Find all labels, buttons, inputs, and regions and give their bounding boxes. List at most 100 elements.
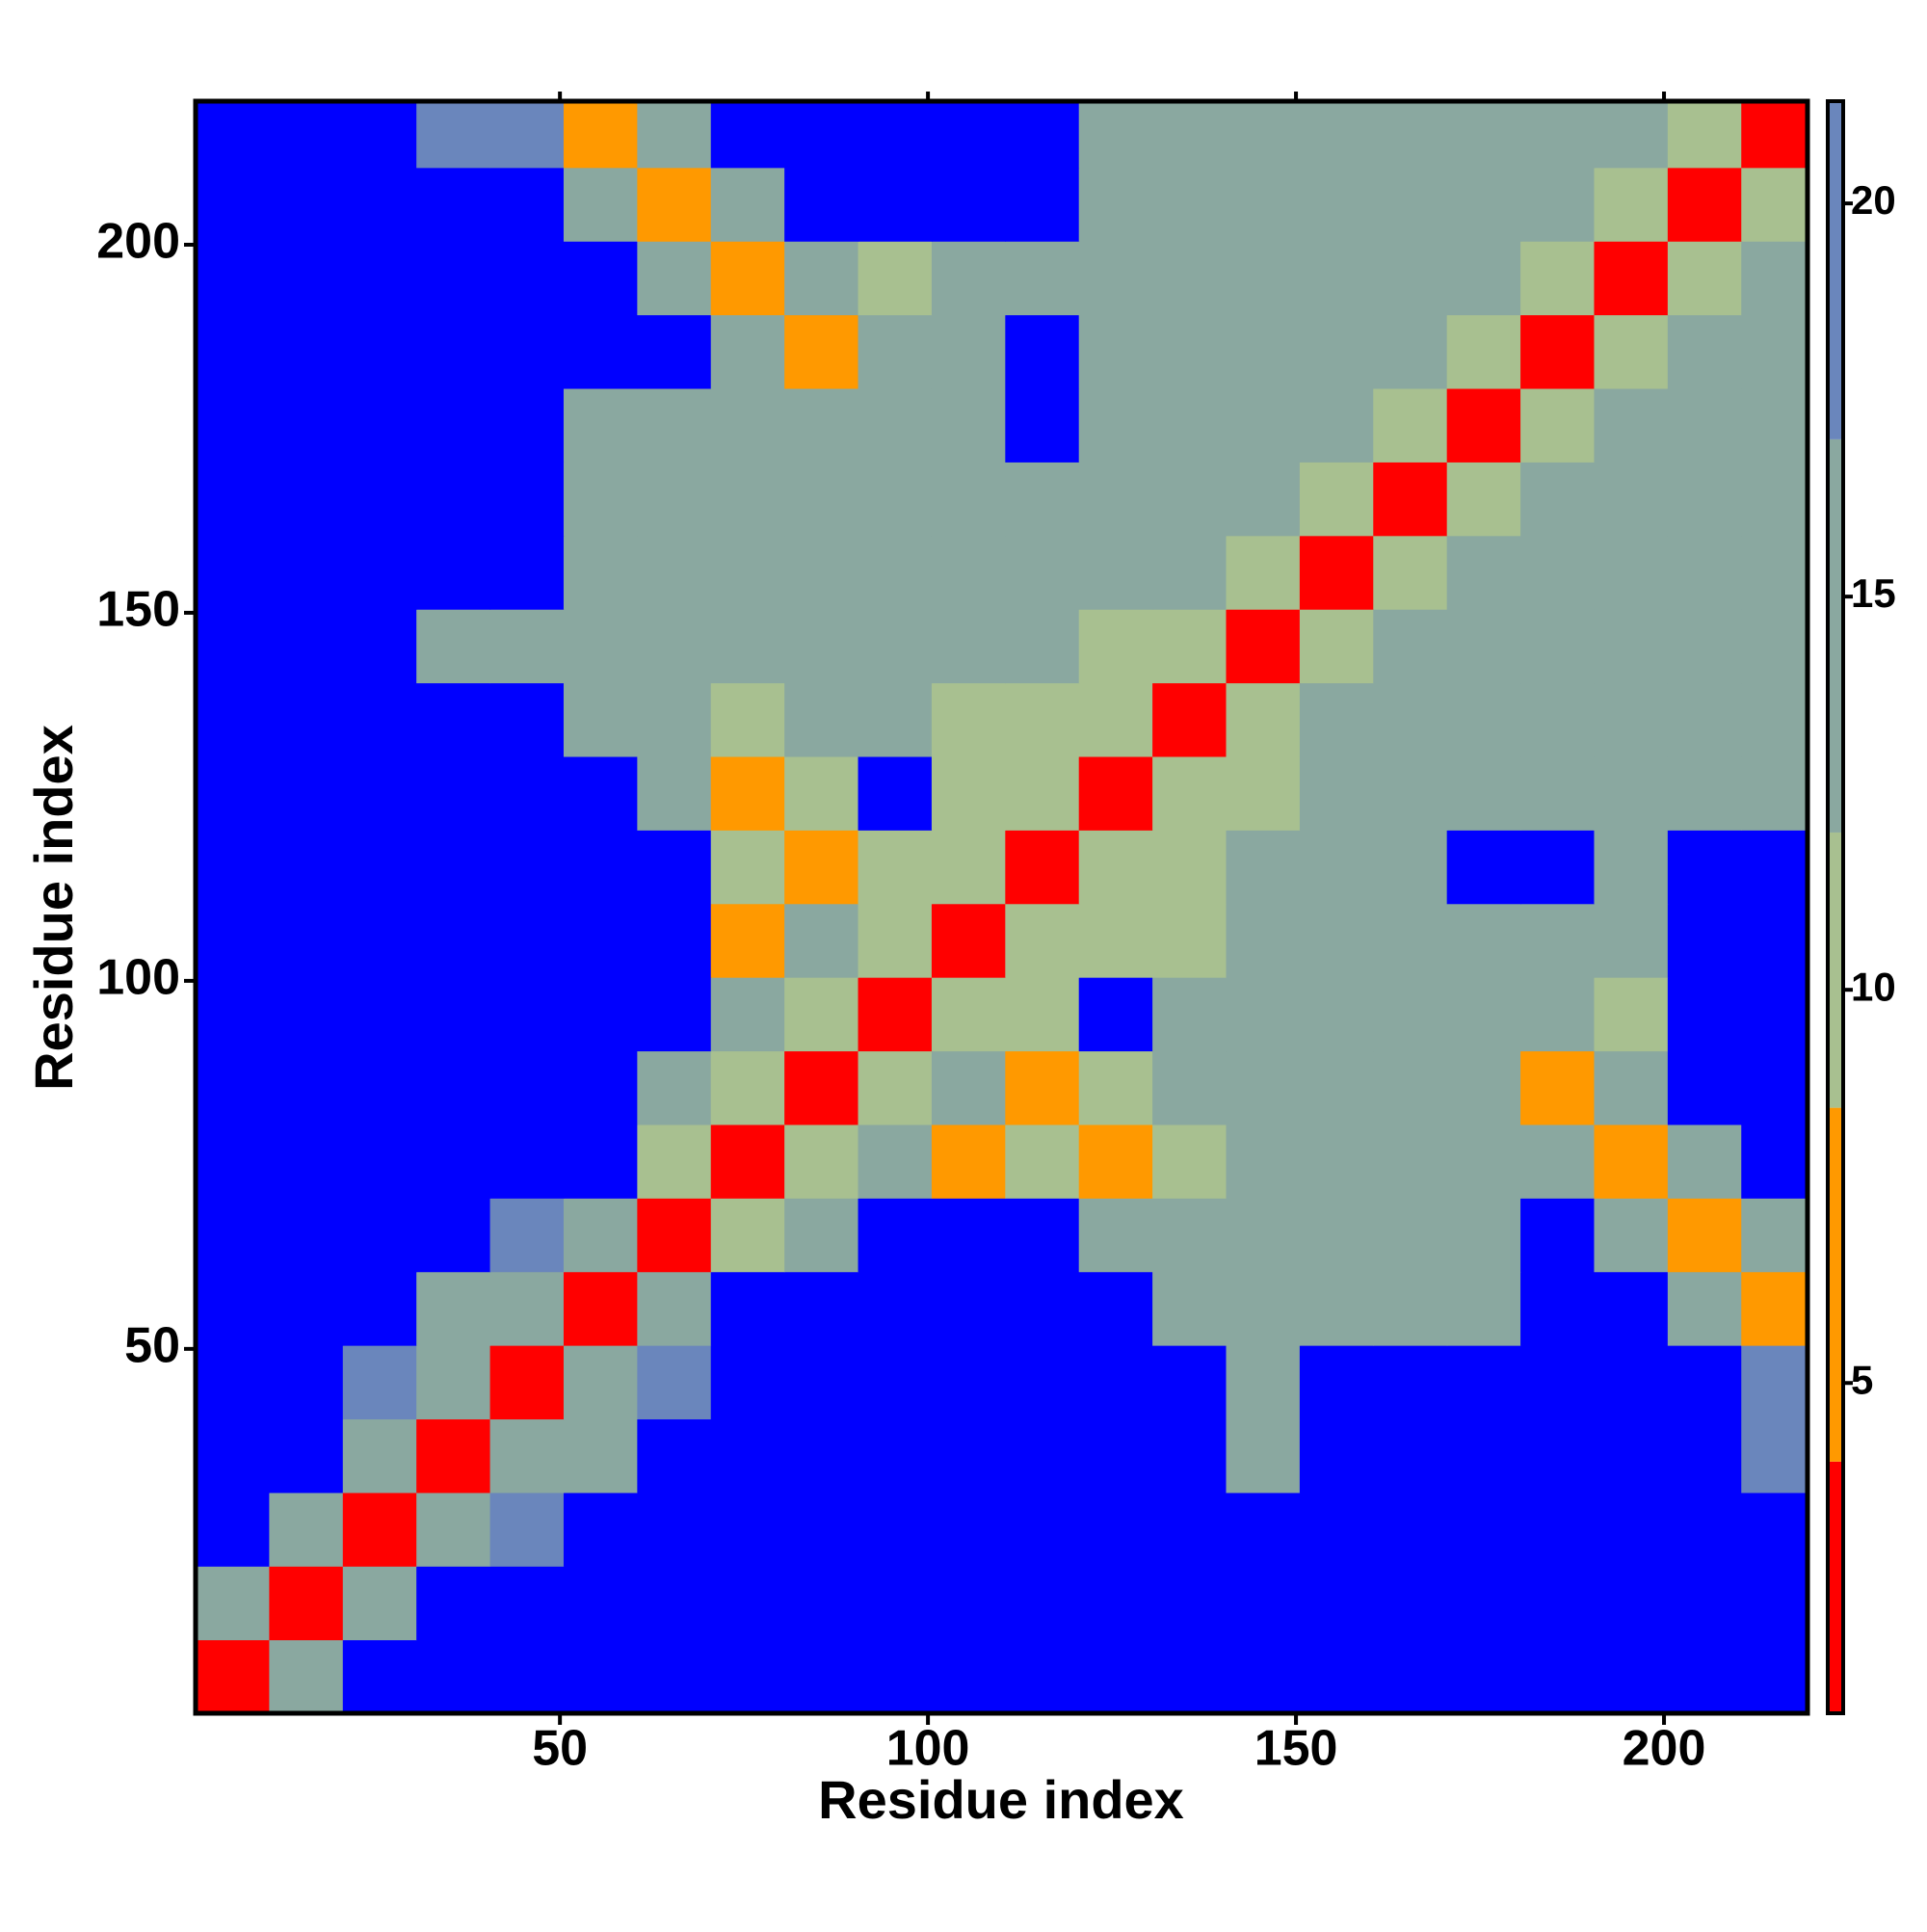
heatmap-cell <box>931 241 1006 316</box>
heatmap-cell <box>1667 1198 1742 1273</box>
heatmap-cell <box>1667 387 1742 463</box>
heatmap-cell <box>1078 1418 1153 1494</box>
heatmap-cell <box>489 314 565 389</box>
heatmap-cell <box>1446 903 1521 978</box>
heatmap-cell <box>1373 977 1448 1052</box>
heatmap-cell <box>1373 1566 1448 1641</box>
heatmap-cell <box>1299 1050 1374 1125</box>
heatmap-cell <box>269 1345 344 1420</box>
heatmap-cell <box>1373 755 1448 831</box>
heatmap-cell <box>489 1418 565 1494</box>
heatmap-cell <box>1373 682 1448 757</box>
heatmap-cell <box>269 903 344 978</box>
heatmap-cell <box>342 830 417 905</box>
y-tick-label: 150 <box>96 582 180 638</box>
heatmap-cell <box>196 609 270 684</box>
heatmap-cell <box>1741 314 1808 389</box>
heatmap-cell <box>563 609 638 684</box>
heatmap-cell <box>1594 682 1669 757</box>
heatmap-cell <box>1520 535 1596 610</box>
heatmap-cell <box>196 1124 270 1199</box>
heatmap-cell <box>416 1566 491 1641</box>
heatmap-cell <box>1446 1566 1521 1641</box>
heatmap-cell <box>931 314 1006 389</box>
heatmap-cell <box>1226 1566 1301 1641</box>
colorbar-segment <box>1828 1461 1843 1713</box>
heatmap-cell <box>269 1418 344 1494</box>
heatmap-cell <box>416 903 491 978</box>
heatmap-cell <box>1446 1418 1521 1494</box>
heatmap-cell <box>1520 462 1596 537</box>
heatmap-cell <box>1741 830 1808 905</box>
heatmap-cell <box>269 101 344 169</box>
heatmap-cell <box>1226 1198 1301 1273</box>
heatmap-cell <box>1667 682 1742 757</box>
heatmap-cell <box>784 462 859 537</box>
heatmap-cell <box>1078 462 1153 537</box>
heatmap-cell <box>1741 1492 1808 1567</box>
heatmap-cell <box>196 1050 270 1125</box>
heatmap-cell <box>858 830 933 905</box>
heatmap-cell <box>1446 830 1521 905</box>
heatmap-cell <box>1741 977 1808 1052</box>
heatmap-cell <box>269 1566 344 1641</box>
heatmap-cell <box>1299 387 1374 463</box>
heatmap-cell <box>1152 387 1227 463</box>
heatmap-cell <box>1078 1124 1153 1199</box>
heatmap-cell <box>1078 1198 1153 1273</box>
heatmap-cell <box>1226 314 1301 389</box>
heatmap-cell <box>1446 101 1521 169</box>
heatmap-cell <box>1520 387 1596 463</box>
heatmap-cell <box>710 1492 785 1567</box>
heatmap-cell <box>1446 1198 1521 1273</box>
heatmap-cell <box>784 535 859 610</box>
heatmap-cell <box>1299 1492 1374 1567</box>
heatmap-cell <box>1005 1639 1080 1714</box>
heatmap-cell <box>1446 462 1521 537</box>
heatmap-cell <box>196 462 270 537</box>
y-tick-label: 200 <box>96 214 180 270</box>
heatmap-cell <box>196 535 270 610</box>
heatmap-cell <box>710 1639 785 1714</box>
heatmap-cell <box>1667 101 1742 169</box>
heatmap-cell <box>416 977 491 1052</box>
heatmap-cell <box>1078 755 1153 831</box>
heatmap-cell <box>637 387 712 463</box>
heatmap-cell <box>489 101 565 169</box>
heatmap-cell <box>1005 101 1080 169</box>
heatmap-cell <box>637 101 712 169</box>
heatmap-cell <box>710 101 785 169</box>
heatmap-cell <box>784 101 859 169</box>
heatmap-cell <box>563 682 638 757</box>
heatmap-cell <box>1299 609 1374 684</box>
heatmap-cell <box>1005 167 1080 242</box>
heatmap-cell <box>1152 755 1227 831</box>
heatmap-cell <box>1299 314 1374 389</box>
heatmap-cell <box>931 387 1006 463</box>
heatmap-cell <box>784 830 859 905</box>
heatmap-cell <box>710 314 785 389</box>
heatmap-cell <box>269 1050 344 1125</box>
heatmap-cell <box>784 314 859 389</box>
heatmap-cell <box>858 1271 933 1346</box>
heatmap-cell <box>858 241 933 316</box>
heatmap-cell <box>931 1418 1006 1494</box>
heatmap-cell <box>1152 1492 1227 1567</box>
heatmap-cell <box>563 1566 638 1641</box>
heatmap-cell <box>269 462 344 537</box>
heatmap-cell <box>1005 1566 1080 1641</box>
heatmap-cell <box>269 830 344 905</box>
heatmap-cell <box>1594 977 1669 1052</box>
heatmap-cell <box>1520 1492 1596 1567</box>
heatmap-cell <box>1446 977 1521 1052</box>
heatmap-cell <box>563 314 638 389</box>
heatmap-cell <box>1005 1492 1080 1567</box>
colorbar-tick-label: 20 <box>1851 177 1896 223</box>
heatmap-cell <box>342 1198 417 1273</box>
heatmap-cell <box>1741 101 1808 169</box>
heatmap-cell <box>784 1198 859 1273</box>
heatmap-cell <box>1078 682 1153 757</box>
heatmap-cell <box>637 535 712 610</box>
heatmap-cell <box>563 755 638 831</box>
heatmap-cell <box>196 977 270 1052</box>
